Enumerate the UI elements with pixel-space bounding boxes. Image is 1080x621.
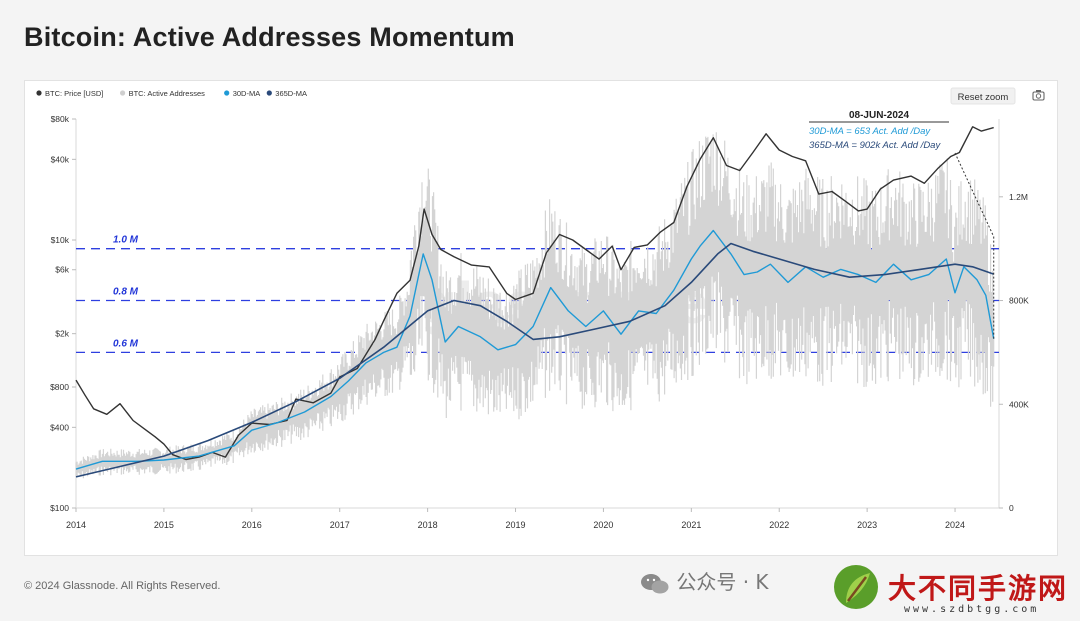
chart-svg: BTC: Price [USD] BTC: Active Addresses 30D… [36, 87, 1045, 530]
series-30d-ma [75, 229, 995, 470]
wechat-watermark-text: 公众号 · K [676, 570, 769, 594]
reference-line-label: 1.0 M [113, 235, 139, 246]
chart-annotation: 08-JUN-2024 30D-MA = 653 Act. Add /Day 365… [809, 110, 995, 339]
y-left-tick-label: $800 [50, 382, 69, 392]
y-left-tick-label: $400 [50, 422, 69, 432]
legend-marker [120, 90, 126, 96]
x-tick-label: 2017 [330, 520, 350, 530]
chart-series [75, 126, 995, 479]
page-title: Bitcoin: Active Addresses Momentum [24, 22, 515, 52]
reference-line-label: 0.8 M [113, 287, 139, 298]
wechat-icon [641, 573, 669, 593]
legend-marker [36, 90, 42, 96]
series-active-addresses [75, 132, 995, 479]
x-tick-label: 2020 [593, 520, 613, 530]
y-left-tick-label: $10k [51, 235, 70, 245]
x-tick-label: 2024 [945, 520, 965, 530]
y-left-tick-label: $6k [55, 265, 69, 275]
annotation-365d: 365D-MA = 902k Act. Add /Day [809, 140, 941, 151]
y-left-tick-label: $40k [51, 154, 70, 164]
legend-label: 365D-MA [275, 89, 307, 98]
x-tick-label: 2023 [857, 520, 877, 530]
legend-label: 30D-MA [233, 89, 261, 98]
y-right-tick-label: 400K [1009, 399, 1029, 409]
x-tick-label: 2019 [506, 520, 526, 530]
legend-marker [266, 90, 272, 96]
chart-card: BTC: Price [USD] BTC: Active Addresses 30D… [24, 80, 1058, 556]
camera-icon[interactable] [1032, 90, 1045, 101]
chart-axes: $100 $400 $800 $2k $6k $10k $40k $80k 0 400K 800K 1… [50, 114, 1029, 530]
y-right-tick-label: 0 [1009, 503, 1014, 513]
y-left-tick-label: $80k [51, 114, 70, 124]
y-right-tick-label: 1.2M [1009, 192, 1028, 202]
wechat-watermark: 公众号 · K [640, 566, 769, 596]
chart-legend: BTC: Price [USD] BTC: Active Addresses 30D… [36, 89, 307, 98]
annotation-pointer [954, 152, 995, 237]
y-left-tick-label: $2k [55, 329, 69, 339]
brand-url: www.szdbtgg.com [904, 604, 1040, 615]
reset-zoom-label: Reset zoom [958, 92, 1009, 103]
annotation-date: 08-JUN-2024 [849, 110, 909, 121]
x-tick-label: 2016 [242, 520, 262, 530]
brand-logo-icon [834, 565, 878, 609]
legend-label: BTC: Active Addresses [129, 89, 206, 98]
x-tick-label: 2015 [154, 520, 174, 530]
brand-watermark: 大不同手游网 [888, 572, 1069, 605]
x-tick-label: 2021 [681, 520, 701, 530]
reset-zoom-button[interactable]: Reset zoom [950, 87, 1016, 105]
y-right-tick-label: 800K [1009, 296, 1029, 306]
reference-line-label: 0.6 M [113, 338, 139, 349]
annotation-30d: 30D-MA = 653 Act. Add /Day [809, 126, 931, 137]
legend-label: BTC: Price [USD] [45, 89, 103, 98]
y-left-tick-label: $100 [50, 503, 69, 513]
legend-marker [224, 90, 230, 96]
copyright-text: © 2024 Glassnode. All Rights Reserved. [24, 580, 221, 592]
x-tick-label: 2014 [66, 520, 86, 530]
series-365d-ma [75, 242, 994, 478]
x-tick-label: 2018 [418, 520, 438, 530]
x-tick-label: 2022 [769, 520, 789, 530]
